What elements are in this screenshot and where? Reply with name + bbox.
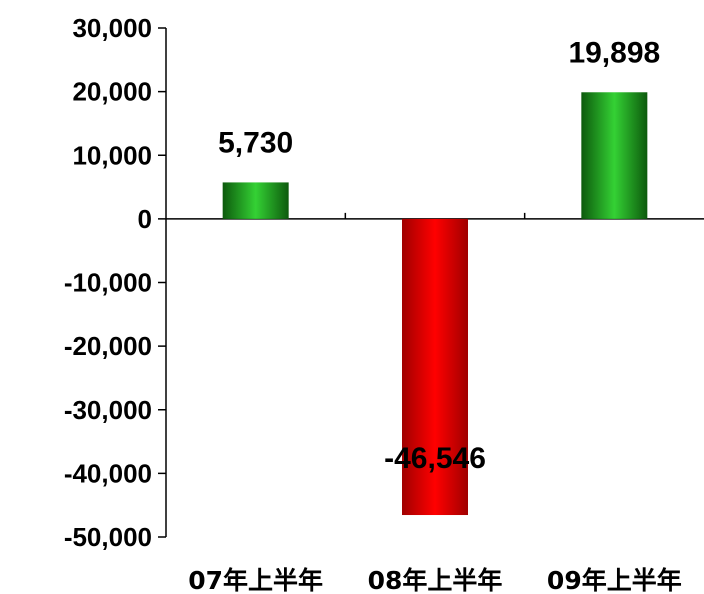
bar (222, 182, 289, 219)
plot-area: 30,000 20,000 10,000 0 -10,000 -20,000 -30,000… (64, 13, 704, 594)
x-tick-label: 09年上半年 (547, 566, 682, 594)
data-label: 19,898 (568, 36, 660, 69)
x-tick-label: 08年上半年 (368, 566, 503, 594)
x-tick-label: 07年上半年 (188, 566, 323, 594)
bar (581, 92, 648, 219)
y-tick-label: -50,000 (64, 522, 152, 552)
bar (402, 218, 468, 516)
y-tick-label: -10,000 (64, 268, 152, 298)
y-tick-label: 20,000 (72, 77, 152, 107)
y-tick-label: 0 (138, 204, 152, 234)
data-label: -46,546 (384, 442, 486, 475)
y-tick-label: -30,000 (64, 395, 152, 425)
y-tick-label: 30,000 (72, 13, 152, 43)
data-label: 5,730 (218, 126, 293, 159)
y-tick-label: -20,000 (64, 331, 152, 361)
y-tick-label: 10,000 (72, 140, 152, 170)
y-tick-label: -40,000 (64, 458, 152, 488)
